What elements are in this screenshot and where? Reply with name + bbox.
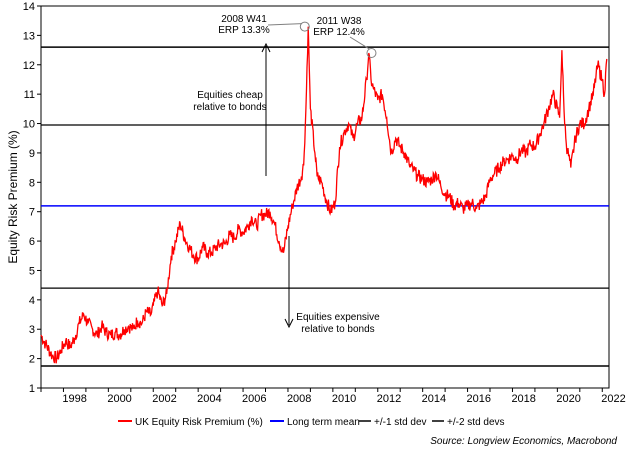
legend: UK Equity Risk Premium (%) Long term mea… <box>118 417 505 428</box>
legend-label-uk-erp: UK Equity Risk Premium (%) <box>135 417 263 428</box>
y-tick-label: 12 <box>23 60 35 72</box>
y-tick-label: 5 <box>29 265 35 277</box>
annotation-peak-2011-line1: 2011 W38 <box>317 16 362 27</box>
arrow-up-head <box>261 42 271 53</box>
legend-label-1sd: +/-1 std dev <box>374 417 427 428</box>
y-tick-label: 10 <box>23 119 35 131</box>
x-tick-label: 2010 <box>332 393 356 405</box>
peak-marker-2008 <box>299 21 310 32</box>
x-tick-label: 1998 <box>62 393 86 405</box>
x-tick-label: 2022 <box>601 393 625 405</box>
y-tick-label: 6 <box>29 236 35 248</box>
x-tick-label: 2004 <box>197 393 221 405</box>
y-tick-label: 4 <box>29 295 35 307</box>
source-note: Source: Longview Economics, Macrobond <box>430 436 617 447</box>
x-tick-label: 2020 <box>556 393 580 405</box>
peak-leader-2011 <box>349 36 370 50</box>
y-tick-label: 7 <box>29 207 35 219</box>
x-tick-label: 2012 <box>377 393 401 405</box>
x-tick-label: 2000 <box>107 393 131 405</box>
x-tick-label: 2002 <box>152 393 176 405</box>
y-tick-label: 8 <box>29 177 35 189</box>
x-axis-ticks: 1998 2000 2002 2004 2006 2008 2010 2012 2014 2016… <box>40 388 626 405</box>
y-axis-label: Equity Risk Premium (%) <box>6 130 20 263</box>
series-line-uk-erp <box>40 26 608 364</box>
x-tick-label: 2018 <box>511 393 535 405</box>
y-tick-label: 2 <box>29 354 35 366</box>
y-tick-label: 1 <box>29 383 35 395</box>
annotation-peak-2011-line2: ERP 12.4% <box>313 27 365 38</box>
y-tick-label: 9 <box>29 148 35 160</box>
arrow-down-head <box>284 318 294 329</box>
peak-leader-2008 <box>267 23 302 26</box>
y-tick-label: 14 <box>23 1 35 13</box>
legend-label-mean: Long term mean <box>287 417 360 428</box>
annotation-peak-2008-line1: 2008 W41 <box>221 14 267 25</box>
y-tick-label: 3 <box>29 324 35 336</box>
annotation-expensive-line2: relative to bonds <box>301 324 374 335</box>
reference-lines <box>41 46 609 367</box>
x-tick-label: 2006 <box>242 393 266 405</box>
peak-marker-2011 <box>366 48 377 59</box>
annotation-cheap-line2: relative to bonds <box>193 102 266 113</box>
y-tick-label: 13 <box>23 30 35 42</box>
x-tick-label: 2016 <box>467 393 491 405</box>
annotation-peak-2008-line2: ERP 13.3% <box>218 25 270 36</box>
plot-frame <box>40 5 610 389</box>
x-tick-label: 2008 <box>287 393 311 405</box>
annotation-cheap-line1: Equities cheap <box>197 90 263 101</box>
annotation-expensive-line1: Equities expensive <box>296 312 380 323</box>
y-tick-label: 11 <box>24 89 35 101</box>
x-tick-label: 2014 <box>422 393 446 405</box>
legend-label-2sd: +/-2 std devs <box>447 417 505 428</box>
